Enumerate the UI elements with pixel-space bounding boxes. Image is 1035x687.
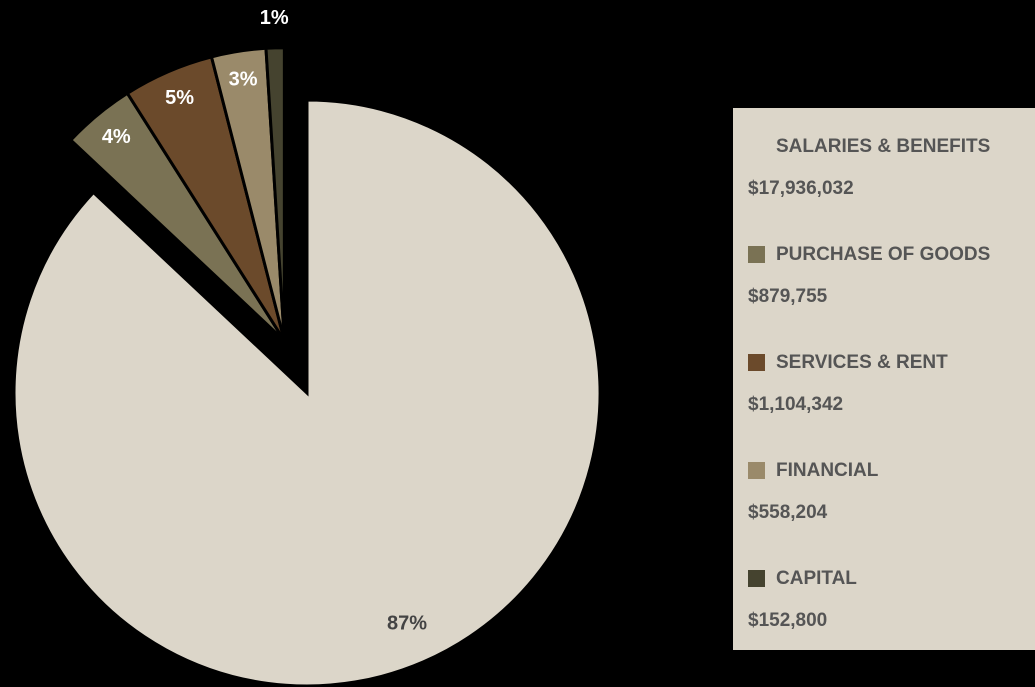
data-label: 1% (260, 7, 289, 29)
data-label: 3% (229, 69, 258, 91)
legend-box (733, 108, 1035, 650)
data-label: 87% (387, 613, 427, 635)
legend-swatch (748, 462, 765, 479)
legend-swatch (748, 354, 765, 371)
legend-amount: $879,755 (748, 286, 828, 307)
legend-amount: $558,204 (748, 502, 828, 523)
data-label: 4% (102, 126, 131, 148)
legend-amount: $17,936,032 (748, 178, 854, 199)
legend-label: FINANCIAL (776, 460, 879, 481)
legend-amount: $152,800 (748, 610, 827, 631)
pie-slice (12, 98, 602, 687)
pie-slice (264, 46, 286, 341)
data-label: 5% (165, 87, 194, 109)
legend-label: SERVICES & RENT (776, 352, 948, 373)
legend-label: CAPITAL (776, 568, 857, 589)
legend-swatch (748, 246, 765, 263)
legend-amount: $1,104,342 (748, 394, 843, 415)
legend-label: SALARIES & BENEFITS (776, 136, 990, 157)
legend-label: PURCHASE OF GOODS (776, 244, 990, 265)
legend-swatch (748, 570, 765, 587)
legend-swatch (748, 138, 765, 155)
